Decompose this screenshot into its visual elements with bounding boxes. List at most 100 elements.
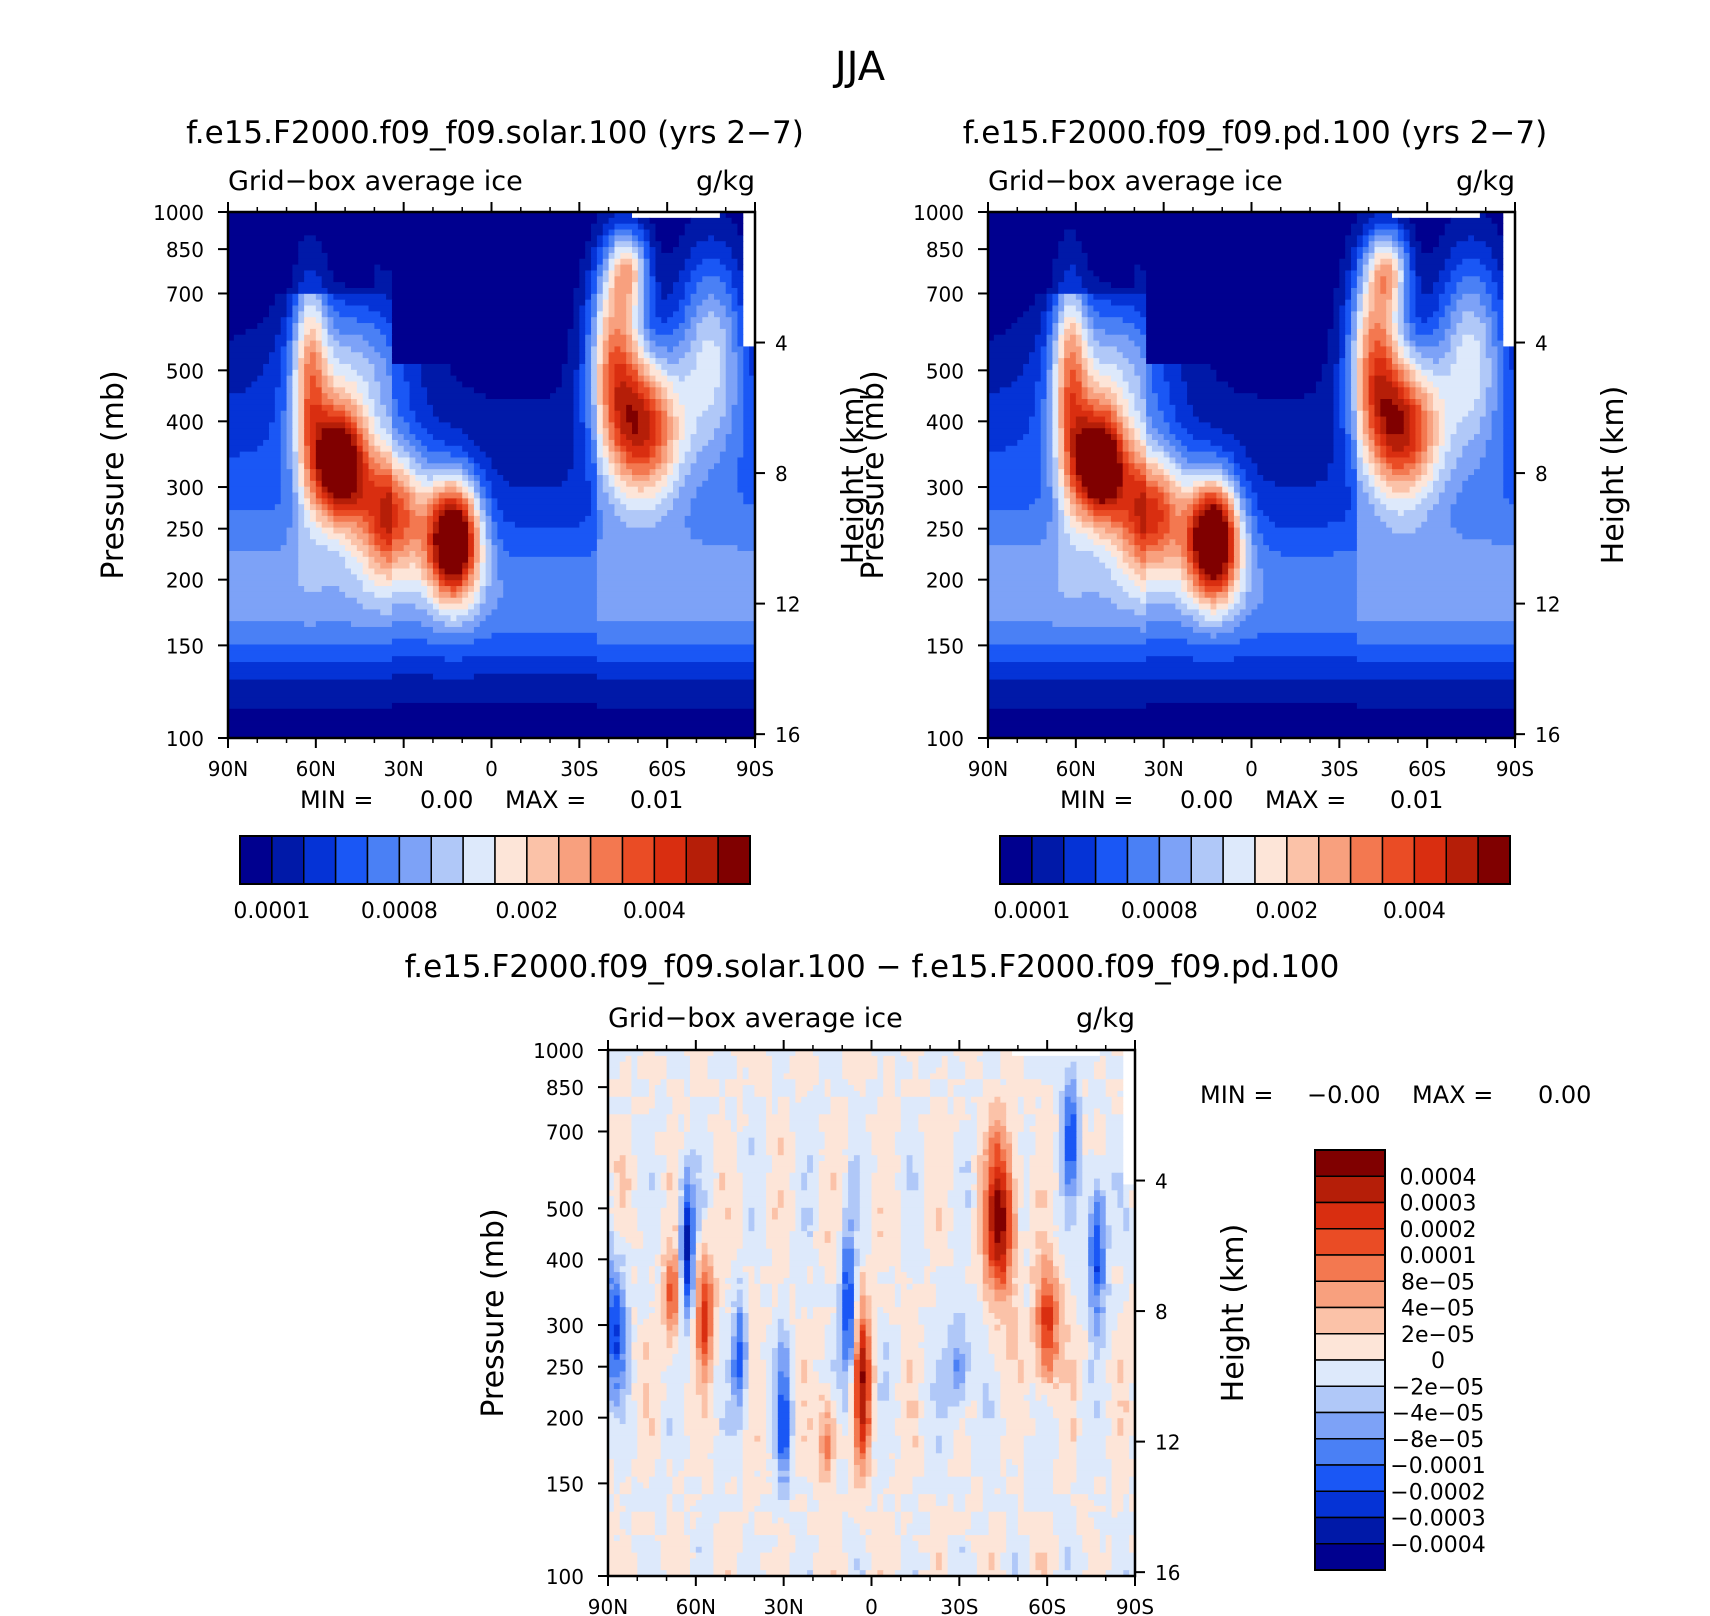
contour-band — [432, 586, 440, 593]
contour-band — [1228, 591, 1235, 599]
contour-band — [596, 393, 604, 400]
contour-band — [613, 1161, 627, 1168]
contour-band — [1017, 375, 1042, 383]
contour-band — [1058, 1090, 1066, 1098]
contour-band — [673, 381, 721, 388]
contour-band — [947, 1067, 966, 1074]
contour-band — [678, 475, 686, 482]
contour-band — [1192, 591, 1200, 599]
contour-band — [602, 399, 610, 406]
contour-band — [1356, 422, 1364, 429]
contour-band — [1175, 457, 1188, 464]
contour-band — [1380, 498, 1422, 505]
contour-band — [362, 352, 381, 359]
contour-band — [596, 469, 604, 476]
contour-band — [1356, 352, 1364, 359]
contour-band — [982, 1149, 990, 1156]
contour-band — [1351, 276, 1358, 283]
contour-band — [1123, 1155, 1136, 1162]
contour-band — [327, 328, 340, 336]
contour-band — [637, 241, 645, 248]
contour-band — [315, 434, 323, 441]
contour-band — [1151, 363, 1165, 371]
contour-band — [1093, 527, 1106, 535]
contour-band — [1444, 428, 1458, 435]
contour-band — [912, 1061, 919, 1069]
contour-band — [725, 369, 739, 377]
contour-band — [941, 1061, 949, 1069]
contour-band — [678, 422, 686, 429]
contour-band — [1444, 258, 1463, 266]
contour-band — [391, 609, 428, 616]
contour-band — [1351, 258, 1358, 266]
contour-band — [350, 621, 393, 628]
contour-band — [1075, 416, 1089, 423]
contour-band — [497, 562, 598, 570]
contour-band — [1368, 247, 1376, 254]
contour-band — [1110, 434, 1118, 441]
contour-band — [1433, 369, 1452, 377]
contour-band — [771, 1102, 779, 1110]
contour-band — [1198, 515, 1223, 523]
contour-band — [567, 475, 586, 482]
contour-band — [1403, 287, 1411, 295]
contour-band — [743, 293, 756, 301]
contour-band — [988, 317, 1018, 324]
contour-band — [596, 410, 604, 418]
contour-band — [689, 1061, 709, 1069]
contour-band — [649, 457, 662, 464]
contour-band — [1122, 556, 1135, 564]
contour-band — [1409, 323, 1417, 330]
contour-band — [649, 340, 657, 348]
contour-band — [649, 299, 657, 307]
contour-band — [1006, 1149, 1013, 1156]
contour-band — [1198, 416, 1335, 423]
contour-band — [1210, 603, 1217, 611]
contour-band — [608, 282, 616, 289]
contour-band — [391, 428, 399, 435]
contour-band — [1339, 258, 1352, 266]
contour-band — [1450, 369, 1481, 377]
contour-band — [350, 527, 364, 535]
contour-band — [1216, 498, 1223, 505]
contour-band — [1058, 1149, 1066, 1156]
contour-band — [643, 352, 651, 359]
contour-band — [1146, 580, 1182, 587]
contour-band — [1052, 457, 1059, 464]
contour-band — [573, 387, 580, 394]
contour-band — [602, 358, 610, 365]
contour-band — [1368, 252, 1376, 260]
contour-band — [1146, 346, 1329, 353]
contour-band — [1351, 340, 1358, 348]
contour-band — [497, 527, 598, 535]
contour-band — [1491, 247, 1504, 254]
contour-band — [315, 375, 323, 383]
contour-band — [643, 340, 651, 348]
contour-band — [1257, 632, 1358, 640]
contour-band — [883, 1085, 896, 1092]
contour-band — [1081, 340, 1089, 348]
contour-band — [1169, 469, 1182, 476]
contour-band — [339, 311, 381, 318]
contour-band — [1456, 282, 1487, 289]
contour-band — [1087, 504, 1094, 511]
contour-band — [982, 1067, 1001, 1074]
contour-band — [591, 352, 598, 359]
contour-band — [1075, 317, 1083, 324]
contour-band — [1005, 328, 1042, 336]
colorbar-swatch — [1445, 835, 1479, 885]
contour-band — [1105, 498, 1118, 505]
contour-band — [1146, 299, 1335, 307]
contour-band — [1403, 229, 1411, 236]
contour-band — [1058, 533, 1071, 540]
contour-band — [673, 498, 692, 505]
contour-band — [737, 381, 744, 388]
colorbar-label: 0.0001 — [993, 899, 1070, 924]
contour-band — [1052, 282, 1059, 289]
contour-band — [766, 1102, 773, 1110]
contour-band — [444, 504, 457, 511]
contour-band — [1356, 439, 1364, 447]
contour-band — [473, 510, 481, 517]
contour-band — [485, 591, 504, 599]
contour-band — [789, 1102, 832, 1110]
